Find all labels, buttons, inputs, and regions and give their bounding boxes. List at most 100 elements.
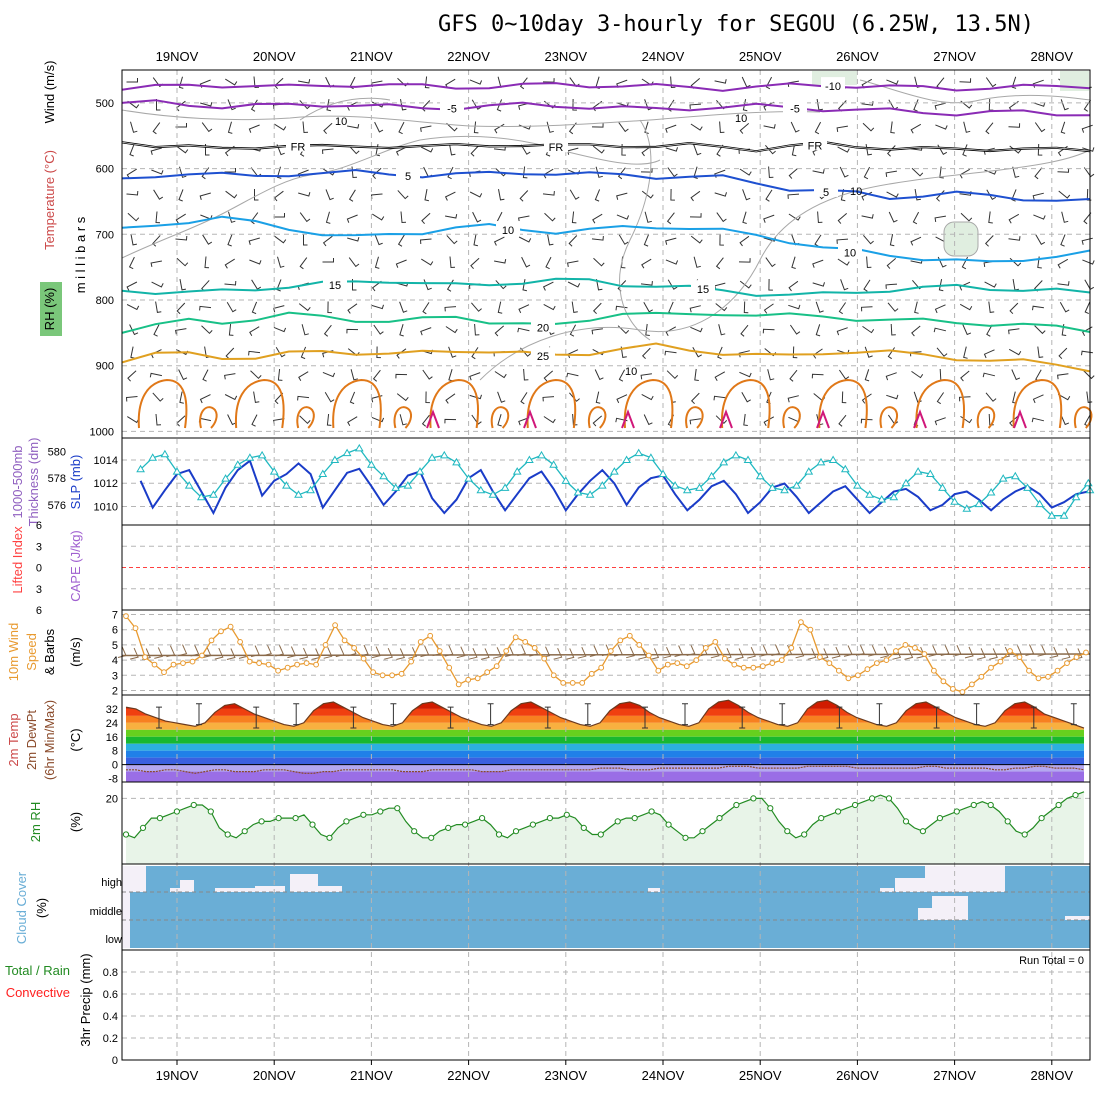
wind-barb (543, 303, 556, 311)
wind-barb (693, 144, 702, 156)
isotherm-30-loop (818, 378, 868, 429)
temp-minmax-bar (642, 706, 648, 729)
isotherm-line (121, 140, 1091, 153)
wind-barb (471, 347, 479, 360)
cloud-clear-patch (918, 908, 968, 920)
wind10m-marker (674, 660, 681, 666)
wind10m-barb (323, 647, 333, 659)
wind-barb (348, 257, 360, 268)
temp-minmax-bar (1030, 706, 1037, 729)
slp-marker (816, 457, 826, 466)
wind-barb (739, 168, 752, 176)
rh2m-marker (682, 834, 689, 841)
wind-barb (811, 373, 824, 379)
wind10m-barb (263, 644, 272, 657)
wind-barb (374, 121, 384, 133)
wind10m-marker (208, 637, 215, 644)
wind-barb (890, 121, 895, 134)
wind-barb (739, 280, 752, 289)
wind-barb (739, 123, 750, 134)
wind-barb (644, 211, 652, 223)
wind-barb (473, 121, 479, 134)
wind-barb (1037, 256, 1042, 269)
wind10m-barb (734, 648, 744, 660)
rh-contour-label: 10 (625, 366, 637, 378)
wind-barb (1008, 123, 1021, 128)
wind-barb (1034, 167, 1043, 180)
wind-barb (155, 301, 162, 313)
wind-barb (566, 372, 579, 378)
isotherm-line (121, 168, 1091, 202)
wind-barb (152, 122, 161, 135)
wind-barb (887, 302, 899, 312)
wind-barb (469, 394, 482, 400)
date-label-top: 27NOV (933, 49, 976, 64)
rh2m-marker (360, 811, 367, 818)
wind-barb (886, 394, 899, 400)
isotherm-label: 5 (823, 187, 829, 199)
wind-barb (399, 324, 404, 337)
wind-barb (421, 212, 431, 225)
wind10m-barb (553, 647, 563, 660)
wind-barb (763, 237, 776, 242)
wind-barb (253, 391, 260, 403)
wind-barb (372, 167, 382, 180)
wind-barb (719, 233, 724, 246)
temp-minmax-bar (196, 703, 202, 726)
isotherm-line (121, 311, 1091, 334)
wind-barb (494, 123, 505, 134)
wind-barb (469, 79, 483, 85)
slp-marker (184, 481, 194, 489)
wind-barb (912, 211, 920, 225)
wind10m-marker (408, 658, 415, 665)
wind10m-marker (341, 637, 348, 644)
wind10m-marker (275, 667, 282, 674)
rh2m-marker (614, 818, 621, 825)
date-label-bottom: 28NOV (1030, 1068, 1073, 1083)
isotherm-label-bg (838, 243, 862, 258)
wind10m-marker (522, 639, 529, 645)
wind10m-marker (351, 645, 358, 651)
isotherm-label-bg (783, 99, 807, 114)
wind-barb (863, 166, 871, 180)
wind-barb (518, 124, 532, 130)
isotherm-label: FR (808, 140, 823, 152)
wind-barb (838, 302, 847, 315)
rh-contour-line (619, 119, 652, 341)
wind-barb (395, 146, 407, 156)
slp-marker (318, 469, 328, 477)
wind-barb (125, 396, 138, 402)
slp-marker (512, 467, 522, 475)
temp-minmax-bar (390, 703, 397, 726)
lifted-tick: 0 (36, 563, 42, 575)
precip-tick: 0.8 (103, 967, 118, 979)
slp-marker (828, 455, 838, 463)
wind-barb (299, 212, 311, 223)
temp-band (126, 722, 1084, 730)
wind-barb (860, 306, 873, 312)
wind-barb (298, 78, 311, 84)
wind10m-marker (389, 672, 396, 679)
slp-marker (549, 460, 558, 468)
wind-barb (713, 395, 726, 401)
rh2m-marker (1055, 801, 1062, 809)
rh2m-marker (445, 824, 452, 832)
wind-barb (445, 213, 458, 219)
wind10m-marker (978, 673, 985, 680)
wind10m-marker (417, 639, 424, 645)
wind10m-barb (638, 647, 647, 660)
temp-minmax-bar (876, 703, 883, 726)
wind-barb (542, 396, 555, 402)
wind-barb (985, 77, 997, 88)
slp-marker (974, 499, 984, 508)
temp-band (126, 715, 1084, 723)
isotherm-30-loop-small (685, 406, 704, 429)
wind-barb (618, 369, 626, 382)
wind-barb (250, 370, 262, 380)
wind10m-marker (189, 658, 196, 665)
date-label-top: 19NOV (156, 49, 199, 64)
isotherm-30-loop (1012, 378, 1063, 429)
wind-barb (224, 168, 236, 173)
wind-barb (1060, 121, 1066, 134)
rh2m-ylabel-1: 2m RH (28, 802, 43, 842)
